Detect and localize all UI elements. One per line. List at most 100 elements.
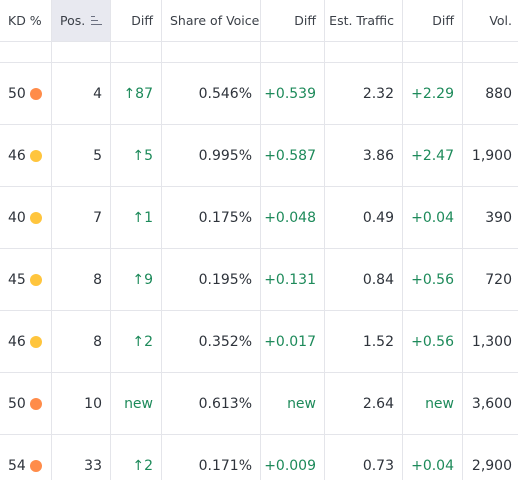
kd-cell-value: 40 — [8, 209, 26, 226]
sov-diff-cell-value: +0.587 — [264, 147, 316, 164]
kd-cell-value: 54 — [8, 457, 26, 474]
est-traffic-cell: 1.52 — [325, 311, 403, 372]
col-header-position[interactable]: Pos. — [52, 0, 111, 41]
share-of-voice-cell: 0.995% — [162, 125, 261, 186]
col-header-position-label: Pos. — [60, 13, 86, 28]
col-header-share-of-voice-label: Share of Voice — [170, 13, 260, 28]
col-header-volume-label: Vol. — [489, 13, 512, 28]
table-row[interactable]: 46 5 ↑5 0.995% +0.587 3.86 +2.47 1,900 — [0, 125, 518, 187]
position-diff-cell: ↑87 — [111, 63, 162, 124]
position-diff-cell: ↑2 — [111, 435, 162, 480]
kd-cell-value: 50 — [8, 85, 26, 102]
traffic-diff-cell: +2.47 — [403, 125, 463, 186]
position-cell: 10 — [52, 373, 111, 434]
spacer-cell — [403, 42, 463, 62]
est-traffic-cell-value: 2.64 — [362, 395, 394, 412]
col-header-volume[interactable]: Vol. — [463, 0, 518, 41]
table-row[interactable]: 40 7 ↑1 0.175% +0.048 0.49 +0.04 390 — [0, 187, 518, 249]
est-traffic-cell-value: 1.52 — [362, 333, 394, 350]
spacer-cell — [261, 42, 325, 62]
col-header-traffic-diff-label: Diff — [432, 13, 454, 28]
sov-diff-cell-value: +0.131 — [264, 271, 316, 288]
difficulty-dot-icon — [29, 211, 42, 224]
volume-cell-value: 1,300 — [471, 333, 512, 350]
volume-cell-value: 1,900 — [471, 147, 512, 164]
sov-diff-cell: +0.017 — [261, 311, 325, 372]
col-header-position-diff-label: Diff — [131, 13, 153, 28]
volume-cell: 2,900 — [463, 435, 518, 480]
kd-cell: 46 — [0, 311, 52, 372]
volume-cell: 390 — [463, 187, 518, 248]
position-cell: 8 — [52, 311, 111, 372]
est-traffic-cell-value: 0.49 — [362, 209, 394, 226]
volume-cell-value: 2,900 — [471, 457, 512, 474]
share-of-voice-cell: 0.352% — [162, 311, 261, 372]
position-cell: 4 — [52, 63, 111, 124]
kd-cell: 40 — [0, 187, 52, 248]
table-header: KD % Pos. Diff Share of Voice Diff Est. … — [0, 0, 518, 42]
share-of-voice-cell-value: 0.175% — [198, 209, 252, 226]
sov-diff-cell: +0.587 — [261, 125, 325, 186]
est-traffic-cell-value: 3.86 — [362, 147, 394, 164]
spacer-cell — [0, 42, 52, 62]
position-diff-cell-value: new — [124, 395, 153, 412]
table-row[interactable]: 54 33 ↑2 0.171% +0.009 0.73 +0.04 2,900 — [0, 435, 518, 480]
sov-diff-cell-value: new — [287, 395, 316, 412]
volume-cell-value: 3,600 — [471, 395, 512, 412]
table-row[interactable]: 50 10 new 0.613% new 2.64 new 3,600 — [0, 373, 518, 435]
share-of-voice-cell-value: 0.995% — [198, 147, 252, 164]
col-header-share-of-voice[interactable]: Share of Voice — [162, 0, 261, 41]
sov-diff-cell-value: +0.539 — [264, 85, 316, 102]
traffic-diff-cell-value: +0.56 — [411, 271, 454, 288]
position-cell-value: 4 — [93, 85, 102, 102]
kd-cell: 50 — [0, 63, 52, 124]
est-traffic-cell-value: 0.73 — [362, 457, 394, 474]
share-of-voice-cell: 0.171% — [162, 435, 261, 480]
sov-diff-cell: +0.048 — [261, 187, 325, 248]
share-of-voice-cell: 0.175% — [162, 187, 261, 248]
col-header-traffic-diff[interactable]: Diff — [403, 0, 463, 41]
col-header-sov-diff[interactable]: Diff — [261, 0, 325, 41]
est-traffic-cell: 3.86 — [325, 125, 403, 186]
header-spacer-row — [0, 42, 518, 63]
traffic-diff-cell-value: +0.56 — [411, 333, 454, 350]
position-cell-value: 33 — [84, 457, 102, 474]
position-cell-value: 10 — [84, 395, 102, 412]
traffic-diff-cell-value: +2.47 — [411, 147, 454, 164]
sov-diff-cell: +0.539 — [261, 63, 325, 124]
col-header-kd[interactable]: KD % — [0, 0, 52, 41]
col-header-position-diff[interactable]: Diff — [111, 0, 162, 41]
spacer-cell — [111, 42, 162, 62]
kd-cell-value: 45 — [8, 271, 26, 288]
position-diff-cell: ↑1 — [111, 187, 162, 248]
volume-cell: 1,300 — [463, 311, 518, 372]
share-of-voice-cell-value: 0.546% — [198, 85, 252, 102]
position-cell: 7 — [52, 187, 111, 248]
volume-cell-value: 880 — [485, 85, 512, 102]
traffic-diff-cell-value: +0.04 — [411, 457, 454, 474]
share-of-voice-cell-value: 0.613% — [198, 395, 252, 412]
table-row[interactable]: 45 8 ↑9 0.195% +0.131 0.84 +0.56 720 — [0, 249, 518, 311]
share-of-voice-cell-value: 0.352% — [198, 333, 252, 350]
sort-ascending-icon[interactable] — [91, 16, 102, 26]
position-cell: 33 — [52, 435, 111, 480]
position-diff-cell: ↑9 — [111, 249, 162, 310]
col-header-est-traffic[interactable]: Est. Traffic — [325, 0, 403, 41]
table-row[interactable]: 46 8 ↑2 0.352% +0.017 1.52 +0.56 1,300 — [0, 311, 518, 373]
table-row[interactable]: 50 4 ↑87 0.546% +0.539 2.32 +2.29 880 — [0, 63, 518, 125]
position-cell-value: 8 — [93, 271, 102, 288]
col-header-sov-diff-label: Diff — [294, 13, 316, 28]
col-header-est-traffic-label: Est. Traffic — [329, 13, 394, 28]
spacer-cell — [463, 42, 518, 62]
position-diff-cell: ↑5 — [111, 125, 162, 186]
position-diff-cell-value: ↑9 — [132, 271, 153, 288]
traffic-diff-cell: +2.29 — [403, 63, 463, 124]
kd-cell-value: 46 — [8, 147, 26, 164]
position-diff-cell-value: ↑87 — [123, 85, 153, 102]
sov-diff-cell-value: +0.048 — [264, 209, 316, 226]
traffic-diff-cell: +0.04 — [403, 435, 463, 480]
est-traffic-cell-value: 0.84 — [362, 271, 394, 288]
position-diff-cell: new — [111, 373, 162, 434]
share-of-voice-cell-value: 0.195% — [198, 271, 252, 288]
